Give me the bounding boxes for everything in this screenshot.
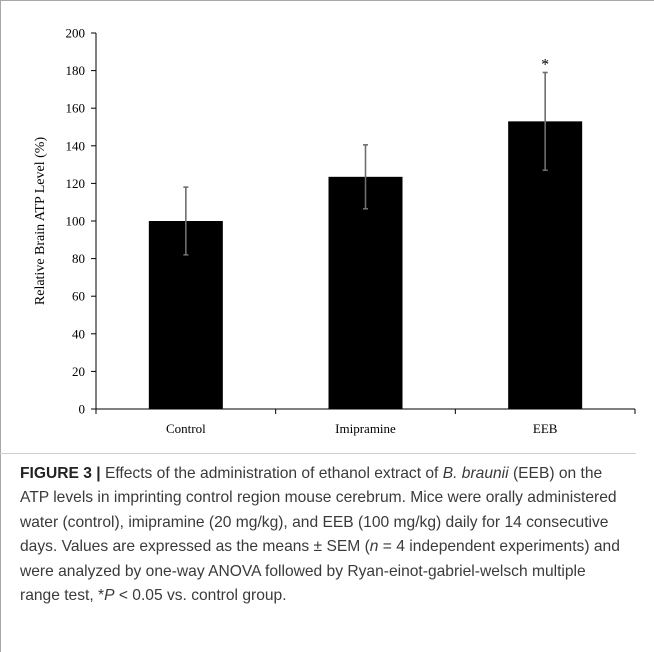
caption-text-2: (EEB) on the ATP levels in imprinting co… — [20, 465, 617, 556]
x-tick-label: EEB — [533, 421, 558, 436]
bar — [328, 176, 403, 409]
y-tick-label: 0 — [79, 402, 86, 417]
chart-container: 0 20 40 60 80 100 120 140 160 180 200 Control Imipr… — [33, 26, 636, 436]
x-axis: Control Imipramine EEB — [95, 408, 636, 436]
caption-divider — [0, 453, 636, 454]
caption-text-3: = 4 independent experiments) and were an… — [20, 538, 620, 605]
significance-marker: * — [541, 56, 549, 73]
error-bars — [183, 71, 548, 256]
figure-caption: FIGURE 3 | Effects of the administration… — [20, 462, 625, 608]
caption-text-4: < 0.05 vs. control group. — [114, 587, 287, 605]
y-tick-label: 140 — [66, 138, 86, 153]
y-tick-label: 180 — [66, 63, 86, 78]
caption-p: P — [104, 587, 115, 605]
caption-n: n — [369, 538, 379, 556]
caption-text-1: Effects of the administration of ethanol… — [100, 465, 443, 482]
y-tick-label: 100 — [66, 214, 86, 229]
y-axis-label: Relative Brain ATP Level (%) — [33, 137, 48, 306]
y-tick-label: 20 — [72, 364, 85, 379]
caption-label: FIGURE 3 | — [20, 465, 101, 482]
frame-top-border — [0, 0, 654, 1]
y-tick-label: 120 — [66, 176, 86, 191]
y-axis: 0 20 40 60 80 100 120 140 160 180 200 — [66, 26, 97, 417]
bar-chart: 0 20 40 60 80 100 120 140 160 180 200 Control Imipr… — [33, 26, 636, 436]
y-tick-label: 80 — [72, 251, 85, 266]
x-tick-label: Imipramine — [335, 421, 396, 436]
y-tick-label: 60 — [72, 289, 85, 304]
annotations: * — [541, 56, 549, 73]
y-tick-label: 40 — [72, 326, 85, 341]
y-tick-label: 160 — [66, 101, 86, 116]
frame-left-border — [0, 0, 1, 652]
x-tick-label: Control — [166, 421, 206, 436]
y-tick-label: 200 — [66, 26, 86, 41]
caption-species: B. braunii — [442, 465, 509, 482]
